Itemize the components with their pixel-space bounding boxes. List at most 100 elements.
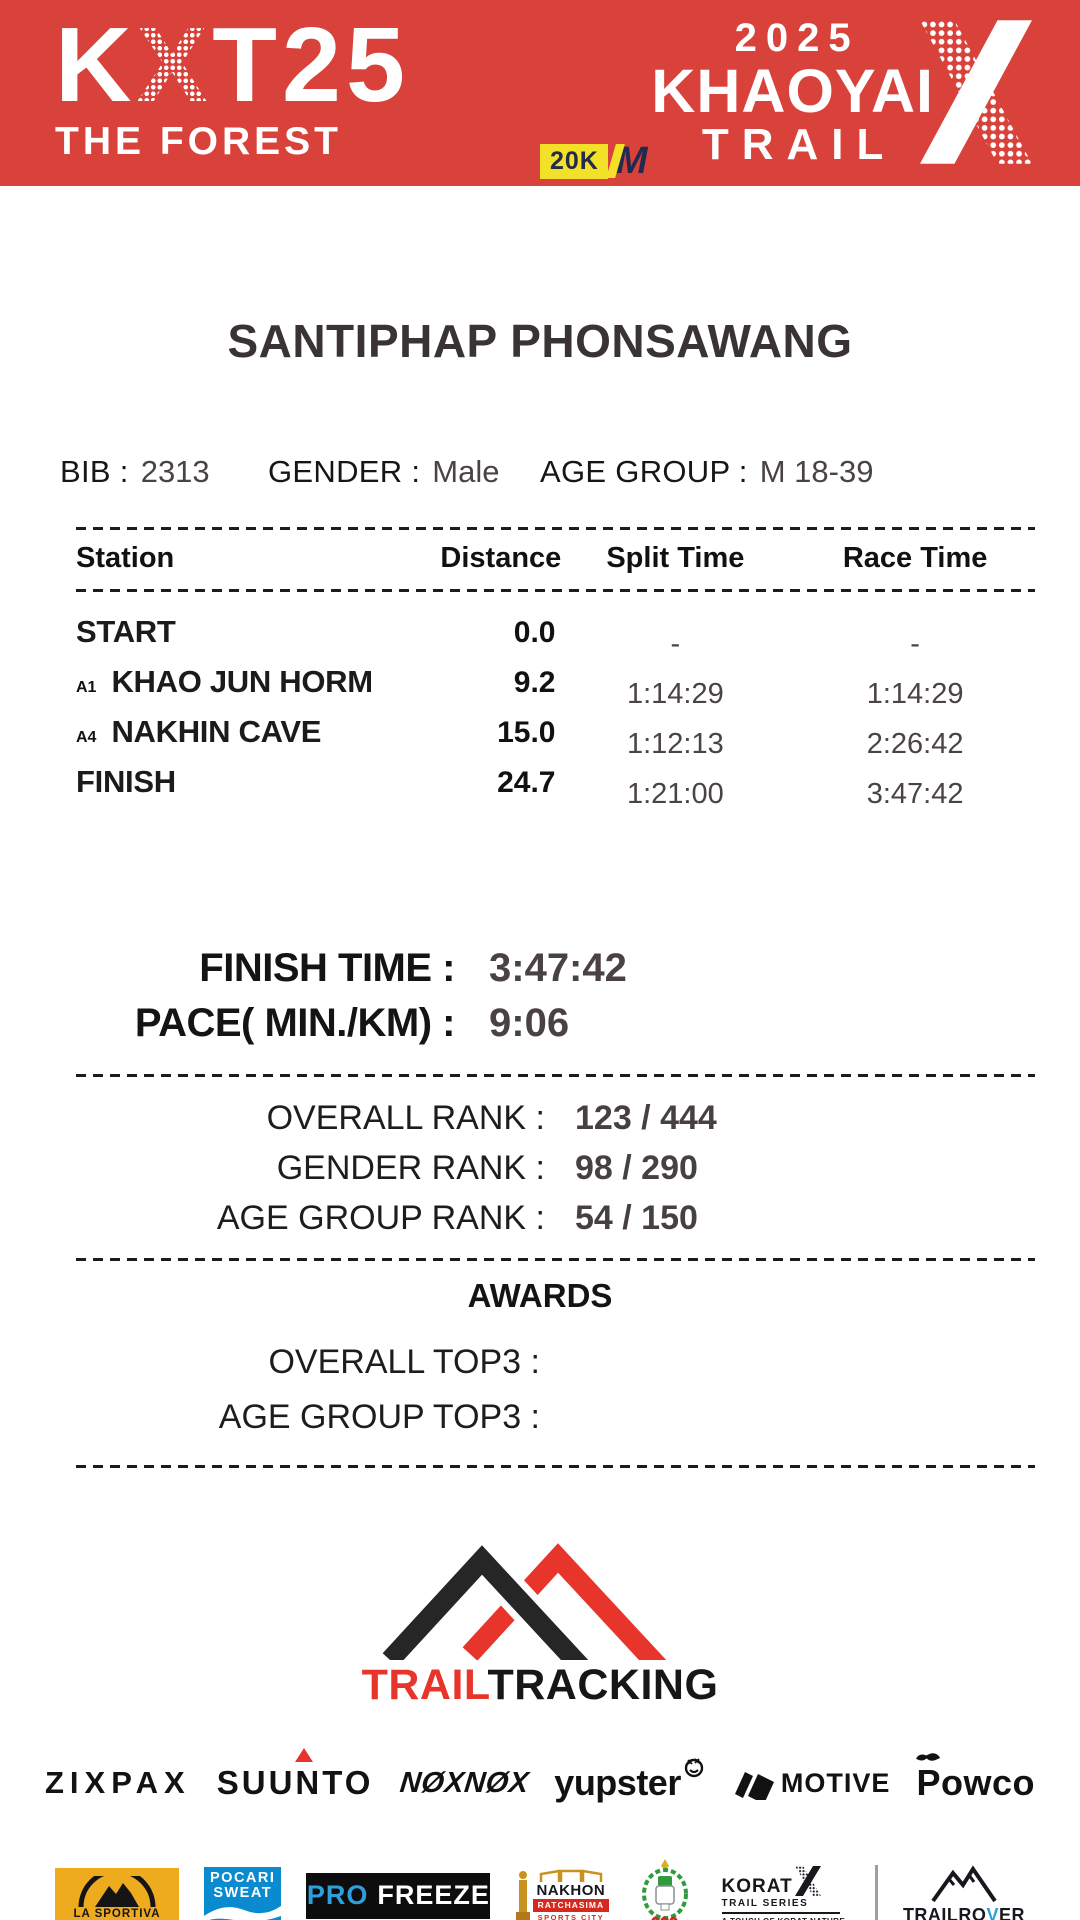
table-row: FINISH 24.7 1:21:00 3:47:42 [76,764,1035,810]
splits-table: Station Distance Split Time Race Time [76,530,1035,589]
pocari-sweat-logo: POCARI SWEAT [204,1867,282,1920]
kxt25-k: K [55,6,137,124]
pocari-wave-icon [204,1906,282,1920]
awards-title: AWARDS [467,1277,613,1314]
col-station: Station [76,542,175,574]
race-time-value: 3:47:42 [866,778,964,810]
sports-city-word: SPORTS CITY [537,1912,605,1920]
overall-top3-label: OVERALL TOP3 : [268,1343,540,1381]
kxt25-rest: T25 [212,6,410,124]
korat-divider-line [721,1911,840,1914]
motive-word: MOTIVE [780,1767,891,1798]
khaoyai-x-icon [920,20,1032,164]
race-time-value: - [910,628,920,660]
table-row: START 0.0 - - [76,614,1035,660]
pace-row: PACE( MIN./KM) : 9:06 [0,1001,1080,1046]
korat-top: KORAT [722,1865,821,1896]
station-name: START [76,614,176,649]
finish-time-value: 3:47:42 [489,946,627,990]
split-time-value: - [670,628,681,660]
la-sportiva-mountain-icon [78,1875,156,1907]
trailrover-mountain-icon [931,1865,997,1903]
distance-value: 0.0 [513,616,556,649]
distance-value: 9.2 [513,666,556,699]
overall-top3-row: OVERALL TOP3 : [0,1339,1080,1382]
smiley-icon [684,1758,704,1778]
table-row: A1 KHAO JUN HORM 9.2 1:14:29 1:14:29 [76,664,1035,710]
distance-value: 15.0 [497,716,556,749]
motive-flag-icon [734,1772,774,1800]
bib-pair: BIB : 2313 [60,454,268,490]
freeze-word: FREEZE [377,1880,490,1910]
distance-value: 24.7 [497,766,556,799]
split-time-value: 1:14:29 [626,678,724,710]
runner-info-row: BIB : 2313 GENDER : Male AGE GROUP : M 1… [60,454,1040,490]
kxt25-title: KXT25 [55,12,410,118]
station-code: A4 [76,729,97,746]
age-group-rank-value: 54 / 150 [575,1199,698,1237]
suunto-word: SUUNTO [216,1764,374,1801]
ratchasima-word: RATCHASIMA [532,1899,610,1912]
col-distance: Distance [440,542,562,574]
trail-series-word: TRAIL SERIES [721,1897,809,1909]
korat-tagline: A TOUCH OF KORAT NATURE [722,1917,846,1920]
khaoyai-text: 2025 KHAOYAI TRAIL [651,16,934,168]
gender-rank-value: 98 / 290 [575,1149,698,1187]
korat-x-logo: KORAT TRAIL SERIES A TOUCH OF KORAT NATU… [721,1865,850,1920]
col-race-time: Race Time [842,542,988,574]
station-code: A1 [76,679,97,696]
nakhon-word: NAKHON [536,1882,606,1900]
age-group-value: M 18-39 [759,454,874,489]
ranks-block: OVERALL RANK : 123 / 444 GENDER RANK : 9… [0,1099,1080,1238]
vertical-divider [874,1864,878,1920]
event-year: 2025 [734,16,860,60]
la-sportiva-logo: LA SPORTIVA [55,1867,179,1920]
bib-value: 2313 [140,454,210,489]
age-group-label: AGE GROUP : [540,454,748,489]
age-group-rank-label: AGE GROUP RANK : [216,1199,545,1237]
finish-time-row: FINISH TIME : 3:47:42 [0,946,1080,991]
event-subtitle: THE FOREST [55,119,343,163]
yupster-logo: yupster [554,1758,705,1804]
brand-trail: TRAIL [701,120,897,169]
overall-rank-value: 123 / 444 [575,1099,717,1137]
blue-v-glyph: V [986,1905,999,1920]
gender-label: GENDER : [268,454,421,489]
divider [76,589,1035,592]
nakhon-ratchasima-logo: NAKHON RATCHASIMA SPORTS CITY [515,1869,610,1920]
splits-header-row: Station Distance Split Time Race Time [76,530,1035,589]
gate-arch-icon [539,1869,603,1883]
pace-value: 9:06 [489,1001,570,1045]
race-time-value: 1:14:29 [866,678,964,710]
divider [76,1258,1035,1261]
gender-rank-row: GENDER RANK : 98 / 290 [0,1149,1080,1188]
col-split-time: Split Time [606,542,745,574]
noxnox-logo: NØXNØX [397,1766,530,1799]
age-group-pair: AGE GROUP : M 18-39 [540,454,873,490]
statue-icon [515,1870,530,1920]
la-sportiva-word: LA SPORTIVA [73,1907,161,1920]
pace-label: PACE( MIN./KM) : [134,1001,456,1045]
trail-word: TRAIL [361,1661,488,1709]
tracking-word: TRACKING [487,1661,719,1709]
sat-crest-icon [642,1859,689,1920]
powco-word: Powco [916,1762,1035,1803]
divider [76,527,1035,530]
trailtracking-logo: TRAILTRACKING [0,1534,1080,1710]
station-name: KHAO JUN HORM [111,664,373,699]
event-banner: KXT25 THE FOREST 20K M 2025 KHAOYAI TRAI… [0,0,1080,186]
summary-block: FINISH TIME : 3:47:42 PACE( MIN./KM) : 9… [0,946,1080,1046]
badge-20k-label: 20K [540,143,608,179]
divider [76,1465,1035,1468]
brand-khaoyai: KHAOYAI [651,57,934,125]
trailrover-word: TRAILROVER [903,1905,1025,1920]
nakhon-text-stack: NAKHON RATCHASIMA SPORTS CITY [532,1869,610,1920]
yupster-word: yupster [554,1762,681,1803]
station-name: FINISH [76,764,176,799]
table-row: A4 NAKHIN CAVE 15.0 1:12:13 2:26:42 [76,714,1035,760]
red-mountain-icon [462,1543,668,1675]
trailrover-logo: TRAILROVER [903,1865,1025,1920]
finish-time-label: FINISH TIME : [199,946,455,990]
gender-rank-label: GENDER RANK : [276,1149,545,1187]
divider [76,1074,1035,1077]
